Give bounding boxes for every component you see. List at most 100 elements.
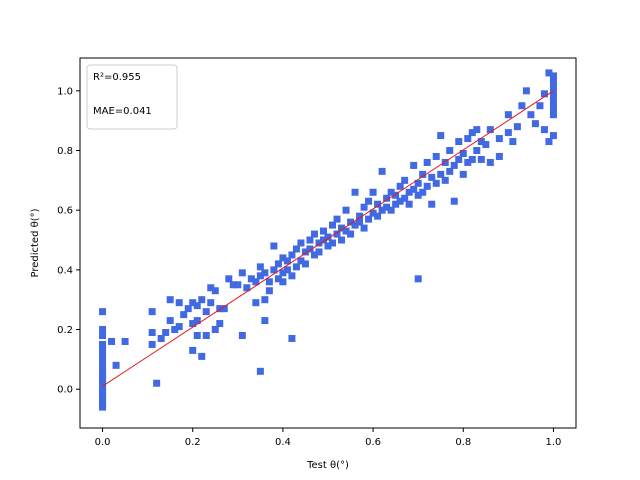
data-point xyxy=(383,194,391,202)
data-point xyxy=(306,245,314,253)
data-point xyxy=(256,367,264,375)
data-point xyxy=(504,111,512,119)
data-point xyxy=(414,191,422,199)
data-point xyxy=(148,340,156,348)
data-point xyxy=(301,248,309,256)
data-point xyxy=(261,317,269,325)
data-point xyxy=(202,308,210,316)
data-point xyxy=(99,367,107,375)
data-point xyxy=(540,126,548,134)
plot-frame xyxy=(79,57,577,429)
data-point xyxy=(387,188,395,196)
data-point xyxy=(360,224,368,232)
data-point xyxy=(405,188,413,196)
data-point xyxy=(455,155,463,163)
data-point xyxy=(270,242,278,250)
data-point xyxy=(531,120,539,128)
data-point xyxy=(450,197,458,205)
y-tick-label: 0.2 xyxy=(57,325,73,336)
data-point xyxy=(338,224,346,232)
data-point xyxy=(270,266,278,274)
data-point xyxy=(265,278,273,286)
x-tick-label: 0.8 xyxy=(455,437,471,448)
data-point xyxy=(310,230,318,238)
data-point xyxy=(189,346,197,354)
data-point xyxy=(432,179,440,187)
data-point xyxy=(99,332,107,339)
data-point xyxy=(274,275,282,283)
data-point xyxy=(428,200,436,208)
data-point xyxy=(333,230,341,238)
data-point xyxy=(473,147,481,154)
data-point xyxy=(518,102,526,110)
data-point xyxy=(315,248,323,256)
data-point xyxy=(527,111,535,119)
data-point xyxy=(392,191,400,199)
data-point xyxy=(121,337,129,345)
data-point xyxy=(324,233,332,241)
data-point xyxy=(261,269,269,277)
data-point xyxy=(283,257,291,265)
data-point xyxy=(288,334,296,342)
data-point xyxy=(549,132,557,140)
data-point xyxy=(473,126,481,134)
data-point xyxy=(419,188,427,196)
data-point xyxy=(324,242,332,250)
data-point xyxy=(509,138,517,146)
data-point xyxy=(184,305,192,313)
data-point xyxy=(549,81,557,89)
data-point xyxy=(243,284,251,292)
data-point xyxy=(175,299,183,307)
data-point xyxy=(198,296,206,304)
data-point xyxy=(207,299,215,307)
annotation-box: R²=0.955 MAE=0.041 xyxy=(86,64,178,130)
data-point xyxy=(410,161,418,169)
data-point xyxy=(310,251,318,259)
data-point xyxy=(225,275,233,283)
x-tick-label: 0.6 xyxy=(365,437,381,448)
data-point xyxy=(274,260,282,268)
data-point xyxy=(329,221,337,229)
data-point xyxy=(495,152,503,160)
data-point xyxy=(288,272,296,280)
data-point xyxy=(319,236,327,244)
data-point xyxy=(99,340,107,348)
data-point xyxy=(365,215,373,223)
x-axis-label: Test θ(°) xyxy=(306,460,349,471)
data-point xyxy=(410,185,418,193)
data-point xyxy=(360,203,368,211)
data-point xyxy=(283,266,291,274)
data-point xyxy=(468,129,476,137)
data-point xyxy=(549,105,557,113)
data-point xyxy=(504,129,512,137)
data-point xyxy=(423,182,431,190)
data-point xyxy=(459,149,467,157)
r2-annotation: R²=0.955 xyxy=(93,72,141,83)
data-point xyxy=(486,126,494,134)
data-point xyxy=(216,320,224,328)
data-point xyxy=(211,326,219,334)
data-point xyxy=(401,176,409,184)
data-point xyxy=(189,299,197,307)
data-points xyxy=(99,69,557,411)
data-point xyxy=(482,141,490,149)
data-point xyxy=(112,361,120,369)
data-point xyxy=(446,167,454,175)
x-tick-label: 1.0 xyxy=(546,437,562,448)
data-point xyxy=(351,188,359,196)
data-point xyxy=(256,272,264,280)
data-point xyxy=(166,317,174,325)
data-point xyxy=(193,317,201,325)
data-point xyxy=(549,111,557,119)
data-point xyxy=(392,200,400,208)
data-point xyxy=(207,284,215,292)
data-point xyxy=(252,299,260,307)
data-point xyxy=(459,170,467,178)
data-point xyxy=(148,329,156,337)
fit-line xyxy=(102,90,554,387)
data-point xyxy=(356,218,364,226)
x-tick-label: 0.0 xyxy=(95,437,111,448)
data-point xyxy=(455,138,463,146)
data-point xyxy=(405,200,413,208)
x-axis: 0.0 0.2 0.4 0.6 0.8 1.0 xyxy=(95,428,562,448)
